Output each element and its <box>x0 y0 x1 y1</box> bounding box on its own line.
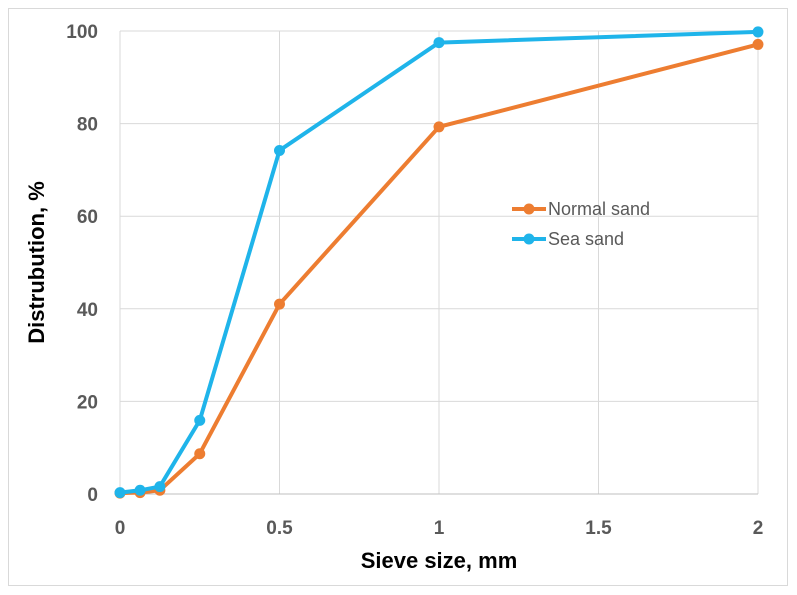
legend-label-normal-sand: Normal sand <box>548 199 650 219</box>
legend: Normal sand Sea sand <box>512 199 650 249</box>
x-tick-label: 2 <box>753 518 764 539</box>
data-point-normal-sand <box>194 448 206 460</box>
data-point-sea-sand <box>114 487 126 499</box>
data-point-sea-sand <box>154 481 166 493</box>
y-tick-label: 20 <box>77 392 98 413</box>
x-tick-label: 1 <box>434 518 445 539</box>
data-point-sea-sand <box>752 26 764 38</box>
data-point-sea-sand <box>274 144 285 156</box>
y-tick-label: 60 <box>77 207 98 228</box>
legend-item-sea-sand: Sea sand <box>512 229 624 249</box>
data-point-sea-sand <box>134 484 146 496</box>
legend-marker-normal-sand <box>523 203 535 215</box>
data-point-normal-sand <box>433 121 445 133</box>
data-point-normal-sand <box>752 38 764 50</box>
legend-label-sea-sand: Sea sand <box>548 229 624 249</box>
y-tick-labels: 0 20 40 60 80 100 <box>66 22 98 506</box>
y-tick-label: 0 <box>87 485 98 506</box>
y-tick-label: 100 <box>66 22 98 43</box>
x-tick-labels: 0 0.5 1 1.5 2 <box>115 518 764 539</box>
x-tick-label: 0 <box>115 518 126 539</box>
legend-marker-sea-sand <box>523 233 535 245</box>
y-tick-label: 40 <box>77 300 98 321</box>
x-axis-title: Sieve size, mm <box>361 548 518 573</box>
y-axis-title: Distrubution, % <box>24 181 49 344</box>
data-point-sea-sand <box>433 37 445 49</box>
x-tick-label: 1.5 <box>585 518 612 539</box>
x-tick-label: 0.5 <box>266 518 293 539</box>
data-point-normal-sand <box>274 298 285 310</box>
legend-item-normal-sand: Normal sand <box>512 199 650 219</box>
y-tick-label: 80 <box>77 115 98 136</box>
data-point-sea-sand <box>194 414 206 426</box>
series-group <box>114 26 764 499</box>
